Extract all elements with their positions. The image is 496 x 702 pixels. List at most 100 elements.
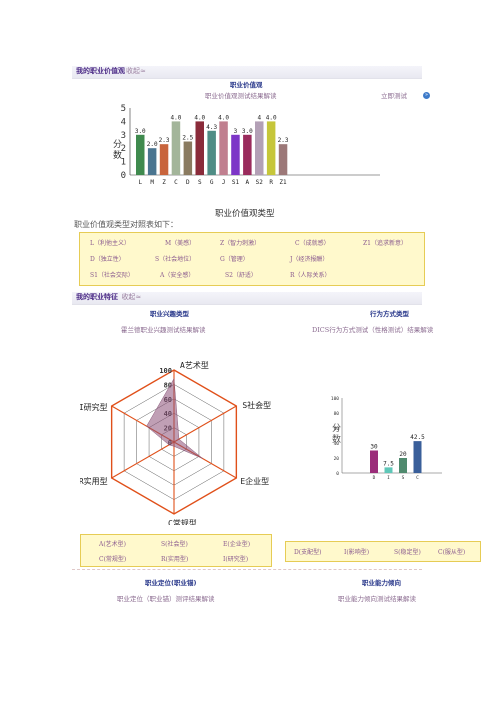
values-xtick-label: Z	[162, 179, 166, 186]
anchor-subtitle-link[interactable]: 职业定位（职业锚）测评结果解读	[117, 595, 215, 603]
values-section-header: 我的职业价值观收起≈	[72, 66, 422, 79]
anchor-title: 职业定位(职业锚)	[145, 579, 197, 587]
section-divider	[72, 569, 422, 570]
radar-axis	[111, 441, 175, 479]
traits-section-title: 我的职业特征	[76, 293, 118, 301]
radar-category-label: R实用型	[80, 476, 108, 486]
values-bar-label: 2.3	[159, 137, 170, 144]
legend-item-Z: Z（智力刺激）	[220, 240, 261, 247]
legend-item-A: A（安全感）	[160, 272, 195, 279]
values-bar-label: 2.0	[147, 141, 158, 148]
radar-legend-E: E(企业型)	[223, 541, 251, 548]
disc-bar-S	[399, 458, 407, 473]
values-bar-R	[266, 121, 276, 175]
radar-legend-A: A(艺术型)	[99, 541, 127, 548]
radar-legend-I: I(研究型)	[223, 556, 249, 563]
disc-xtick-label: I	[387, 475, 390, 480]
values-xtick-label: G	[210, 179, 214, 186]
disc-ytick-label: 20	[334, 456, 340, 462]
disc-ylabel: 分数	[332, 424, 342, 445]
traits-collapse-link[interactable]: 收起≈	[121, 293, 142, 301]
values-xtick-label: J	[222, 179, 226, 186]
radar-legend-S: S(社会型)	[161, 541, 188, 548]
values-xtick-label: C	[174, 179, 178, 186]
radar-category-label: A艺术型	[180, 360, 209, 370]
values-ytick-label: 4	[121, 117, 126, 127]
ability-subtitle-link[interactable]: 职业能力倾向测试结果解读	[338, 595, 416, 603]
disc-ytick-label: 40	[334, 441, 340, 447]
values-bar-label: 3	[234, 128, 238, 135]
values-bar-label: 4.0	[266, 114, 277, 121]
values-xtick-label: S	[198, 179, 202, 186]
values-ytick-label: 0	[121, 171, 126, 181]
disc-bar-I	[384, 467, 393, 473]
arrow-right-icon[interactable]: »	[423, 92, 430, 99]
values-bar-label: 4.0	[171, 114, 182, 121]
values-bar-label: 3.0	[135, 128, 146, 135]
values-bar-M	[147, 148, 157, 175]
legend-item-D: D（独立性）	[90, 256, 125, 263]
legend-item-M: M（美感）	[165, 240, 196, 247]
values-ytick-label: 3	[121, 131, 126, 141]
disc-ytick-label: 100	[331, 396, 339, 402]
legend-item-G: G（管理）	[220, 256, 249, 263]
disc-legend-S: S(稳定型)	[394, 549, 421, 556]
test-now-link[interactable]: 立即测试	[381, 92, 407, 100]
behavior-title: 行为方式类型	[370, 310, 409, 318]
values-bar-label: 4.0	[194, 114, 205, 121]
values-bar-S1	[231, 134, 240, 175]
radar-tick-label: 100	[159, 367, 172, 375]
values-bar-L	[136, 134, 145, 175]
values-bar-S2	[255, 121, 264, 175]
disc-ytick-label: 60	[334, 426, 340, 432]
disc-xtick-label: S	[402, 475, 405, 480]
disc-bar-D	[370, 450, 378, 473]
values-bar-label: 3.0	[242, 128, 253, 135]
radar-tick-label: 80	[164, 381, 172, 389]
values-subtitle-link[interactable]: 职业价值观测试结果解读	[205, 92, 277, 100]
values-bar-A	[243, 134, 252, 175]
disc-legend-I: I(影响型)	[344, 549, 370, 556]
traits-section-header: 我的职业特征 收起≈	[72, 292, 422, 305]
radar-data-area	[146, 377, 203, 459]
values-collapse-link[interactable]: 收起≈	[126, 67, 146, 75]
disc-bar-chart: 0 20 40 60 80 100 30 7.5 20 42.5 D I S C	[331, 396, 442, 480]
legend-item-S: S（社会地位）	[155, 256, 196, 263]
values-title: 职业价值观	[230, 81, 263, 89]
values-bar-D	[183, 141, 193, 175]
values-xtick-label: D	[186, 179, 190, 186]
radar-legend-R: R(实用型)	[161, 556, 189, 563]
disc-bar-label: 42.5	[410, 434, 425, 441]
interest-title: 职业兴趣类型	[150, 310, 189, 318]
disc-bar-label: 20	[399, 451, 407, 458]
values-xtick-label: R	[269, 179, 273, 186]
values-bar-Z1	[278, 144, 288, 175]
behavior-subtitle-link[interactable]: DICS行为方式测试（性格测试）结果解读	[312, 326, 434, 334]
radar-axis	[173, 405, 237, 443]
values-xtick-label: A	[246, 179, 250, 186]
legend-item-R: R（人际关系）	[290, 272, 331, 279]
values-bar-label: 4.3	[206, 124, 217, 131]
legend-item-Z1: Z1（追求新意）	[363, 240, 407, 247]
interest-legend-box: A(艺术型) S(社会型) E(企业型) C(常规型) R(实用型) I(研究型…	[80, 534, 272, 567]
compare-title: 职业价值观类型对照表如下：	[74, 220, 178, 229]
disc-legend-C: C(服从型)	[438, 549, 466, 556]
values-bar-label: 4	[257, 114, 261, 121]
disc-ytick-label: 0	[336, 471, 339, 477]
values-bar-Z	[159, 144, 169, 175]
legend-item-S2: S2（舒适）	[225, 272, 257, 279]
behavior-legend-box: D(支配型) I(影响型) S(稳定型) C(服从型)	[285, 541, 481, 562]
disc-bar-label: 7.5	[383, 460, 394, 467]
values-xlabel: 职业价值观类型	[215, 209, 275, 219]
ability-title: 职业能力倾向	[362, 579, 401, 587]
disc-xtick-label: D	[373, 475, 376, 480]
values-bar-label: 2.5	[182, 135, 193, 142]
values-ytick-label: 1	[121, 158, 126, 168]
interest-subtitle-link[interactable]: 霍兰德职业兴趣测试结果解读	[121, 326, 206, 334]
values-ytick-label: 5	[121, 104, 126, 114]
radar-category-label: S社会型	[242, 400, 271, 410]
values-bar-J	[219, 121, 228, 175]
legend-item-C: C（成就感）	[295, 240, 330, 247]
